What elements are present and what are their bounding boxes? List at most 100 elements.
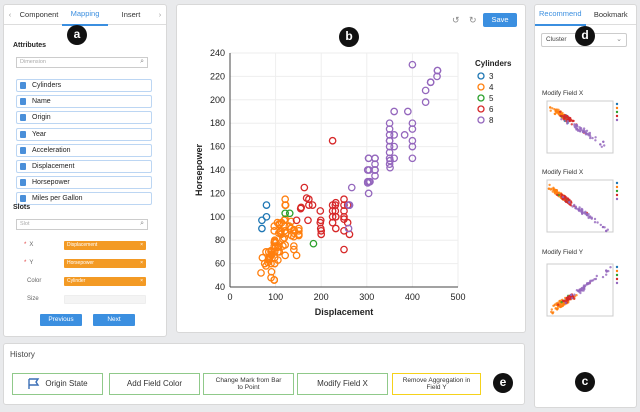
attribute-item[interactable]: Cylinders [16,79,152,92]
thumbnail-point [558,299,561,303]
thumbnail-point [562,299,565,303]
recommendation-thumbnail[interactable] [541,177,629,239]
thumbnail-point [580,207,583,211]
undo-icon[interactable]: ↺ [452,15,460,25]
required-marker: * [24,242,27,248]
thumbnail-point [585,283,589,286]
tab-bookmark[interactable]: Bookmark [593,9,628,19]
data-point [281,251,290,260]
x-tick-label: 200 [314,292,329,302]
recommendation-thumbnail[interactable] [541,98,629,160]
data-point [274,256,282,264]
history-step-add-color[interactable]: Add Field Color [109,373,200,395]
thumbnail-point [588,281,591,284]
slot-value[interactable] [64,295,146,304]
tab-insert[interactable]: Insert [121,9,141,19]
thumbnail-point [547,187,551,190]
attribute-item[interactable]: Name [16,95,152,109]
data-point [433,66,442,75]
thumbnail-point [557,303,560,306]
data-point [274,243,282,252]
redo-icon[interactable]: ↻ [469,15,477,25]
tab-scroll-left-icon[interactable]: ‹ [8,10,12,19]
history-title: History [10,350,35,359]
slot-value[interactable]: Displacement × [64,241,146,250]
right-tab-bar: Recommend Bookmark [535,4,636,26]
slot-value[interactable]: Cylinder × [64,277,146,286]
attributes-title: Attributes [13,42,47,49]
thumbnail-legend-marker [615,181,619,185]
thumbnail-point [599,223,602,227]
attribute-item[interactable]: Miles per Gallon [16,192,152,206]
recommendation-thumbnail[interactable] [541,261,629,323]
data-point [408,60,417,69]
thumbnail-point [575,294,578,297]
field-type-icon [20,146,26,154]
recommend-panel: Recommend Bookmark Cluster ⌄ Modify Fiel… [534,4,637,408]
thumbnail-point [582,286,586,289]
attribute-item[interactable]: Origin [16,111,152,125]
data-point [267,246,275,255]
data-point [304,216,312,225]
thumbnail-legend-marker [615,265,619,269]
remove-icon[interactable]: × [140,278,143,284]
attribute-label: Displacement [32,163,75,170]
data-point [289,242,298,250]
thumbnail-legend-marker [615,189,619,193]
data-point [421,98,430,106]
data-point [262,212,271,221]
slot-value[interactable]: Horsepower × [64,259,146,268]
attribute-item[interactable]: Horsepower [16,176,152,190]
thumbnail-point [559,110,562,113]
thumbnail-point [584,130,587,133]
thumbnail-point [596,221,599,224]
thumbnail-legend-marker [615,185,619,189]
thumbnail-point [549,106,552,109]
slot-search-input[interactable]: Slot ⌕ [16,219,148,230]
field-type-icon [20,98,26,106]
history-step-label: Change Mark from Bar to Point [215,377,282,391]
thumbnail-point [556,193,559,197]
remove-icon[interactable]: × [140,260,143,266]
thumbnail-point [550,308,553,311]
tab-mapping[interactable]: Mapping [62,4,108,26]
attribute-item[interactable]: Displacement [16,160,152,173]
data-point [292,216,301,225]
data-point [385,148,394,157]
history-step-modify-x[interactable]: Modify Field X [297,373,388,395]
badge-c: c [575,372,595,392]
y-axis-label: Horsepower [194,143,204,196]
data-point [331,212,340,221]
history-step-remove-aggregation[interactable]: Remove Aggregation in Field Y [392,373,481,395]
y-tick-label: 180 [210,118,225,128]
data-point [295,226,303,235]
thumbnail-point [573,124,576,127]
data-point [270,236,279,245]
attribute-label: Origin [32,114,51,122]
tab-recommend[interactable]: Recommend [535,4,586,26]
previous-button[interactable]: Previous [40,314,82,326]
dimension-search-input[interactable]: Dimension ⌕ [16,57,148,68]
attribute-item[interactable]: Year [16,127,152,141]
data-point [340,201,348,209]
history-step-label: Remove Aggregation in Field Y [402,377,471,391]
chart-panel: ↺ ↻ Save 0 100 200 300 400 500 40 60 80 100 120 140… [176,4,526,333]
thumbnail-point [570,297,574,300]
history-step-change-mark[interactable]: Change Mark from Bar to Point [203,373,294,395]
thumbnail-point [548,183,551,187]
thumbnail-point [576,127,579,131]
attribute-item[interactable]: Acceleration [16,143,152,157]
legend-marker [477,83,485,91]
tab-component[interactable]: Component [19,9,59,19]
save-button[interactable]: Save [483,13,517,27]
flag-icon [28,378,40,389]
legend-marker [477,105,485,113]
legend-marker [477,94,485,102]
thumbnail-point [579,289,582,292]
remove-icon[interactable]: × [140,242,143,248]
history-step-origin[interactable]: Origin State [12,373,103,395]
next-button[interactable]: Next [93,314,135,326]
tab-scroll-right-icon[interactable]: › [158,10,162,19]
thumbnail-point [581,212,584,215]
legend-marker [477,116,485,124]
